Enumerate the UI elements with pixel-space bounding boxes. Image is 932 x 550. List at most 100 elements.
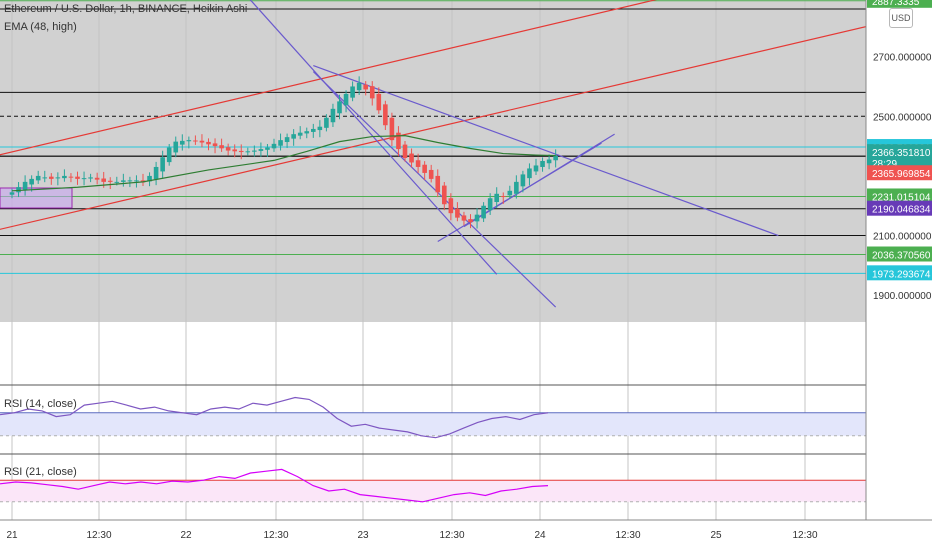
candle-body bbox=[186, 140, 192, 142]
candle-body bbox=[337, 101, 342, 114]
candle-body bbox=[166, 147, 172, 163]
candle-body bbox=[127, 180, 133, 182]
candle-body bbox=[134, 180, 139, 182]
time-tick-label: 21 bbox=[6, 530, 18, 541]
candle-body bbox=[546, 159, 552, 164]
candle-body bbox=[212, 143, 218, 147]
candle-body bbox=[514, 181, 519, 194]
candle-body bbox=[409, 153, 414, 163]
candle-body bbox=[284, 137, 290, 142]
price-badge bbox=[867, 246, 932, 262]
candle-body bbox=[481, 205, 486, 219]
candle-body bbox=[121, 180, 126, 182]
price-tick-label: 2500.000000 bbox=[873, 112, 932, 123]
candle-body bbox=[160, 157, 165, 172]
time-tick-label: 12:30 bbox=[263, 530, 288, 541]
candle-body bbox=[29, 178, 34, 185]
countdown-label: 28:29 bbox=[872, 159, 897, 170]
candle-body bbox=[206, 141, 211, 145]
candle-body bbox=[356, 82, 362, 91]
candle-body bbox=[9, 192, 15, 195]
purple-resistance-line bbox=[313, 65, 779, 237]
price-badge bbox=[867, 188, 932, 204]
candle-body bbox=[199, 140, 205, 143]
candle-body bbox=[350, 86, 355, 98]
price-badge-label: 2231.015104 bbox=[872, 192, 931, 203]
candle-body bbox=[297, 132, 303, 136]
time-axis[interactable]: 21 12:30 22 12:30 23 12:30 24 12:30 25 12:30 bbox=[0, 519, 932, 550]
price-tick-label: 1900.000000 bbox=[873, 291, 932, 302]
candle-body bbox=[383, 104, 388, 126]
time-tick-label: 12:30 bbox=[86, 530, 111, 541]
candle-body bbox=[422, 164, 427, 173]
candle-body bbox=[245, 151, 251, 153]
candle-body bbox=[428, 169, 434, 179]
price-badge-label: 2366.351810 bbox=[872, 148, 931, 159]
candle-body bbox=[153, 166, 159, 180]
rsi-panes: 80.0080.0040.00 bbox=[0, 384, 932, 507]
time-tick-label: 25 bbox=[710, 530, 722, 541]
candle-body bbox=[49, 176, 54, 179]
candle-body bbox=[147, 175, 152, 182]
time-tick-label: 12:30 bbox=[439, 530, 464, 541]
candle-body bbox=[435, 175, 441, 193]
price-tick-label: 2700.000000 bbox=[873, 53, 932, 64]
time-tick-label: 12:30 bbox=[615, 530, 640, 541]
candle-body bbox=[527, 168, 532, 179]
candle-body bbox=[225, 147, 231, 151]
price-badge-label: 2190.046834 bbox=[872, 205, 931, 216]
symbol-title[interactable]: Ethereum / U.S. Dollar, 1h, BINANCE, Hei… bbox=[4, 3, 248, 15]
price-badge-label: 2036.370560 bbox=[872, 251, 931, 262]
candle-body bbox=[173, 141, 179, 153]
horizontal-levels bbox=[0, 0, 866, 274]
candle-body bbox=[291, 134, 296, 139]
candle-body bbox=[16, 187, 21, 193]
candle-body bbox=[442, 185, 447, 205]
candle-body bbox=[448, 198, 454, 214]
candle-body bbox=[193, 140, 198, 142]
candle-body bbox=[533, 165, 539, 172]
rsi-line bbox=[0, 396, 549, 439]
candle-body bbox=[396, 132, 401, 150]
candle-body bbox=[304, 131, 310, 134]
price-axis[interactable]: 2700.000000 2500.000000 2100.000000 1900.00… bbox=[865, 0, 932, 520]
candle-body bbox=[455, 208, 460, 218]
currency-button[interactable]: USD bbox=[889, 8, 913, 28]
candle-body bbox=[232, 149, 237, 152]
purple-rising-line bbox=[463, 133, 615, 228]
rsi-band bbox=[0, 412, 866, 436]
candle-body bbox=[258, 149, 264, 151]
time-axis-background bbox=[0, 520, 932, 550]
candle-body bbox=[55, 177, 61, 179]
ema-legend-label[interactable]: EMA (48, high) bbox=[4, 21, 77, 33]
candle-body bbox=[62, 175, 67, 179]
candle-body bbox=[22, 181, 28, 190]
candle-body bbox=[311, 128, 316, 132]
candle-body bbox=[363, 84, 368, 90]
candle-body bbox=[324, 117, 329, 128]
time-tick-label: 12:30 bbox=[792, 530, 817, 541]
candle-body bbox=[520, 174, 526, 187]
rsi14-legend-label[interactable]: RSI (14, close) bbox=[4, 398, 77, 410]
rsi21-legend-label[interactable]: RSI (21, close) bbox=[4, 466, 77, 478]
price-badge-label: 2887.3335 bbox=[872, 0, 920, 8]
time-tick-label: 23 bbox=[357, 530, 369, 541]
candle-body bbox=[265, 147, 270, 150]
candle-body bbox=[180, 140, 185, 145]
candle-body bbox=[487, 198, 493, 211]
candle-body bbox=[42, 177, 48, 179]
time-tick-label: 22 bbox=[180, 530, 192, 541]
candle-body bbox=[278, 140, 283, 146]
candle-body bbox=[343, 93, 349, 106]
time-tick-label: 24 bbox=[534, 530, 546, 541]
candle-body bbox=[468, 219, 473, 223]
candle-body bbox=[376, 93, 382, 111]
price-badge bbox=[867, 165, 932, 181]
candle-body bbox=[461, 215, 467, 221]
trendlines bbox=[0, 0, 930, 308]
candle-body bbox=[219, 145, 224, 149]
price-badge bbox=[867, 265, 932, 281]
candle-body bbox=[75, 176, 80, 179]
candle-body bbox=[252, 150, 257, 152]
